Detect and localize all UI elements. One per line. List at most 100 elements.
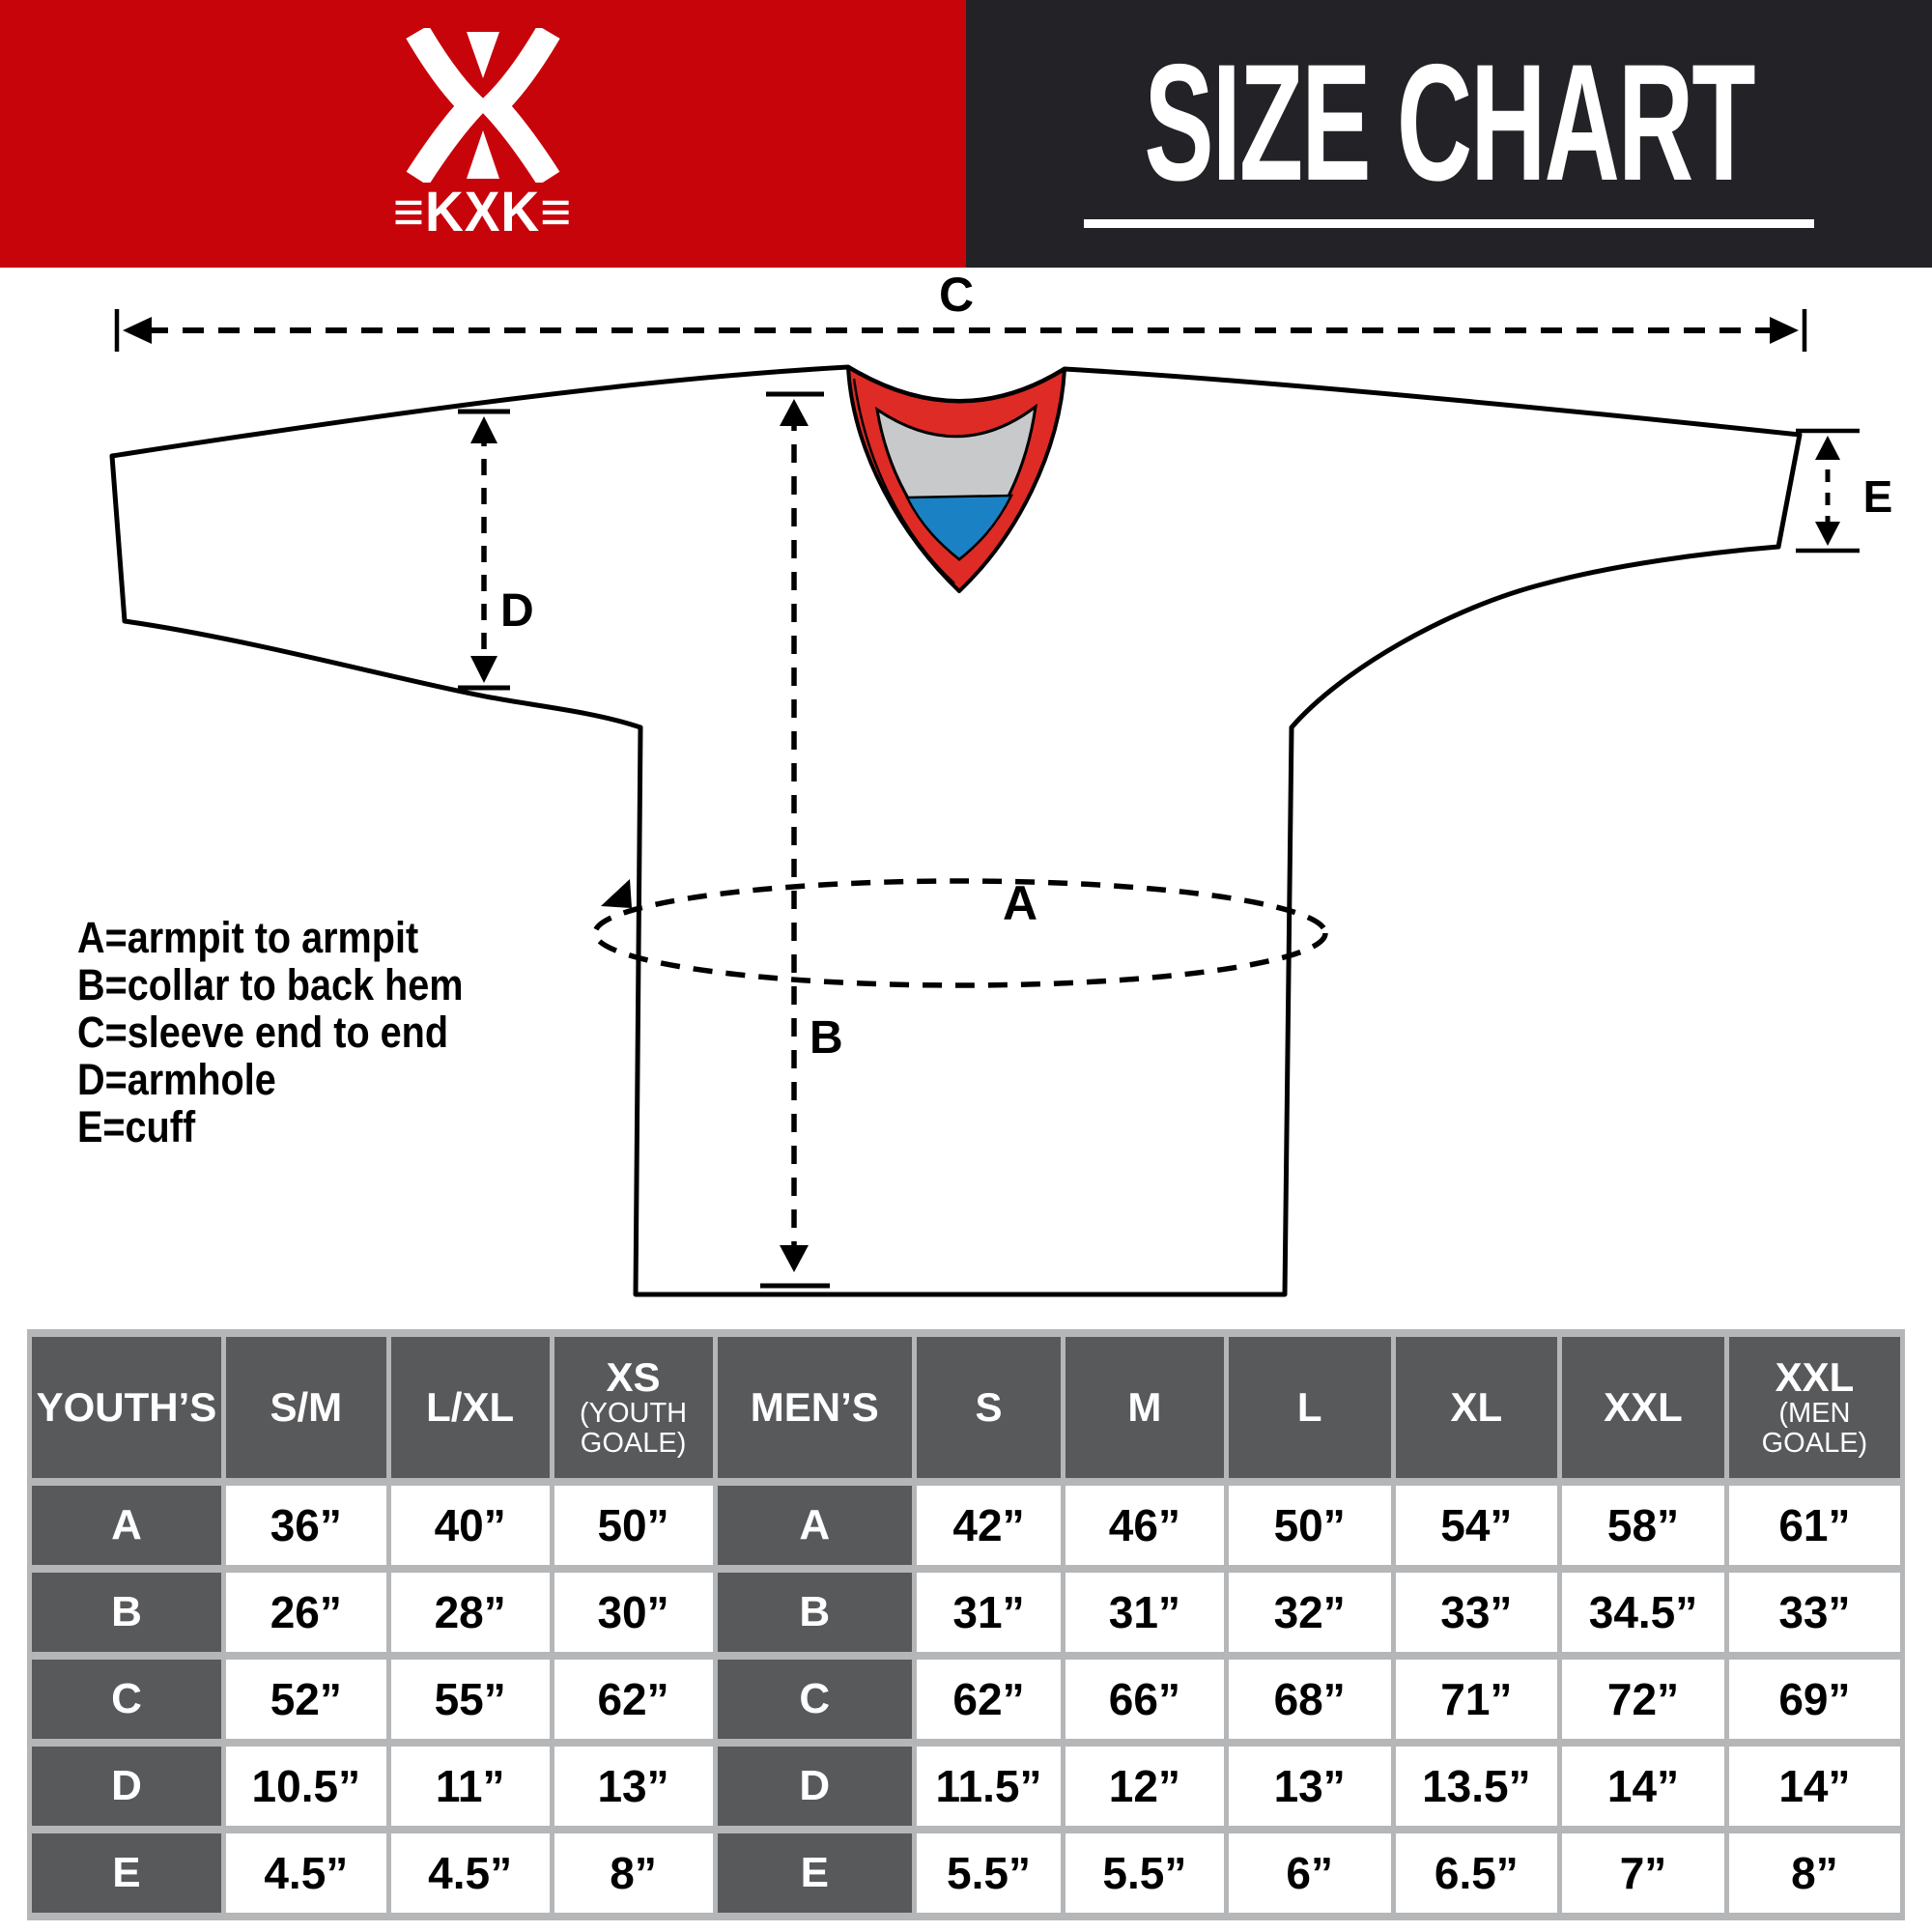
- header-cell: XXL (MEN GOALE): [1728, 1337, 1900, 1478]
- size-value-cell: 42”: [917, 1486, 1061, 1565]
- legend-line-b: B=collar to back hem: [77, 960, 464, 1009]
- label-a: A: [1003, 876, 1037, 930]
- size-value-cell: 66”: [1065, 1660, 1224, 1739]
- row-label-cell: E: [717, 1833, 913, 1913]
- measure-ellipse-a: [592, 878, 1328, 988]
- size-value-cell: 36”: [225, 1486, 386, 1565]
- legend-line-a: A=armpit to armpit: [77, 913, 419, 962]
- measurement-legend: A=armpit to armpit B=collar to back hem …: [77, 914, 463, 1151]
- jersey-outline: [109, 364, 1803, 1297]
- size-value-cell: 40”: [390, 1486, 550, 1565]
- label-e: E: [1863, 471, 1893, 522]
- size-value-cell: 28”: [390, 1573, 550, 1652]
- size-value-cell: 33”: [1728, 1573, 1900, 1652]
- table-row: D 10.5” 11” 13” D 11.5” 12” 13” 13.5” 14” 14”: [32, 1747, 1900, 1826]
- size-value-cell: 50”: [1228, 1486, 1391, 1565]
- size-value-cell: 62”: [917, 1660, 1061, 1739]
- header-cell: MEN’S: [717, 1337, 913, 1478]
- size-value-cell: 71”: [1395, 1660, 1558, 1739]
- size-value-cell: 14”: [1562, 1747, 1724, 1826]
- table-row: E 4.5” 4.5” 8” E 5.5” 5.5” 6” 6.5” 7” 8”: [32, 1833, 1900, 1913]
- header-cell: YOUTH’S: [32, 1337, 221, 1478]
- size-value-cell: 8”: [1728, 1833, 1900, 1913]
- label-d: D: [500, 585, 534, 637]
- header-cell: M: [1065, 1337, 1224, 1478]
- size-value-cell: 30”: [554, 1573, 713, 1652]
- measure-arrow-d: [458, 409, 510, 691]
- size-value-cell: 11”: [390, 1747, 550, 1826]
- label-b: B: [810, 1012, 843, 1064]
- brand-header: ≡KXK≡ SIZE CHART: [0, 0, 1932, 268]
- size-value-cell: 13.5”: [1395, 1747, 1558, 1826]
- jersey-diagram: C D B: [109, 269, 1893, 1297]
- legend-line-e: E=cuff: [77, 1102, 196, 1151]
- legend-line-d: D=armhole: [77, 1055, 276, 1104]
- header-cell: S/M: [225, 1337, 386, 1478]
- page-title: SIZE CHART: [1144, 30, 1755, 215]
- label-c: C: [939, 269, 974, 322]
- table-row: A 36” 40” 50” A 42” 46” 50” 54” 58” 61”: [32, 1486, 1900, 1565]
- header-cell: XL: [1395, 1337, 1558, 1478]
- logo-wordmark: ≡KXK≡: [393, 180, 573, 243]
- size-value-cell: 12”: [1065, 1747, 1224, 1826]
- title-underline: [1084, 219, 1814, 228]
- size-table-wrap: YOUTH’S S/M L/XL XS (YOUTH GOALE) MEN’S S M L XL X…: [27, 1329, 1905, 1920]
- size-value-cell: 72”: [1562, 1660, 1724, 1739]
- size-value-cell: 14”: [1728, 1747, 1900, 1826]
- size-value-cell: 5.5”: [917, 1833, 1061, 1913]
- size-value-cell: 8”: [554, 1833, 713, 1913]
- measure-arrow-c: [114, 309, 1807, 352]
- size-value-cell: 11.5”: [917, 1747, 1061, 1826]
- size-value-cell: 46”: [1065, 1486, 1224, 1565]
- size-value-cell: 34.5”: [1562, 1573, 1724, 1652]
- size-value-cell: 33”: [1395, 1573, 1558, 1652]
- size-value-cell: 6.5”: [1395, 1833, 1558, 1913]
- size-value-cell: 31”: [1065, 1573, 1224, 1652]
- ellipse-arrowhead: [601, 879, 632, 908]
- size-value-cell: 10.5”: [225, 1747, 386, 1826]
- table-row: C 52” 55” 62” C 62” 66” 68” 71” 72” 69”: [32, 1660, 1900, 1739]
- header-cell: L: [1228, 1337, 1391, 1478]
- size-value-cell: 58”: [1562, 1486, 1724, 1565]
- size-value-cell: 61”: [1728, 1486, 1900, 1565]
- size-value-cell: 4.5”: [225, 1833, 386, 1913]
- row-label-cell: D: [32, 1747, 221, 1826]
- header-cell: XXL: [1562, 1337, 1724, 1478]
- size-value-cell: 13”: [554, 1747, 713, 1826]
- measure-arrow-b: [760, 391, 830, 1289]
- size-value-cell: 31”: [917, 1573, 1061, 1652]
- row-label-cell: D: [717, 1747, 913, 1826]
- size-value-cell: 5.5”: [1065, 1833, 1224, 1913]
- row-label-cell: B: [32, 1573, 221, 1652]
- measure-arrow-e: [1796, 428, 1860, 554]
- header-cell: L/XL: [390, 1337, 550, 1478]
- size-value-cell: 50”: [554, 1486, 713, 1565]
- header-subtext: (YOUTH GOALE): [579, 1397, 688, 1460]
- kxk-logo: ≡KXK≡: [348, 27, 618, 243]
- size-value-cell: 62”: [554, 1660, 713, 1739]
- row-label-cell: E: [32, 1833, 221, 1913]
- legend-line-c: C=sleeve end to end: [77, 1008, 449, 1057]
- header-subtext: (MEN GOALE): [1761, 1397, 1868, 1460]
- size-value-cell: 7”: [1562, 1833, 1724, 1913]
- header-cell: S: [917, 1337, 1061, 1478]
- row-label-cell: C: [32, 1660, 221, 1739]
- size-table: YOUTH’S S/M L/XL XS (YOUTH GOALE) MEN’S S M L XL X…: [27, 1329, 1905, 1920]
- row-label-cell: A: [32, 1486, 221, 1565]
- size-value-cell: 55”: [390, 1660, 550, 1739]
- size-value-cell: 54”: [1395, 1486, 1558, 1565]
- logo-x-icon: [406, 27, 560, 183]
- collar-crease: [852, 378, 955, 584]
- row-label-cell: B: [717, 1573, 913, 1652]
- table-row: B 26” 28” 30” B 31” 31” 32” 33” 34.5” 33”: [32, 1573, 1900, 1652]
- collar: [846, 365, 1066, 593]
- size-value-cell: 69”: [1728, 1660, 1900, 1739]
- size-value-cell: 26”: [225, 1573, 386, 1652]
- size-value-cell: 52”: [225, 1660, 386, 1739]
- row-label-cell: C: [717, 1660, 913, 1739]
- size-value-cell: 68”: [1228, 1660, 1391, 1739]
- size-value-cell: 4.5”: [390, 1833, 550, 1913]
- row-label-cell: A: [717, 1486, 913, 1565]
- size-value-cell: 13”: [1228, 1747, 1391, 1826]
